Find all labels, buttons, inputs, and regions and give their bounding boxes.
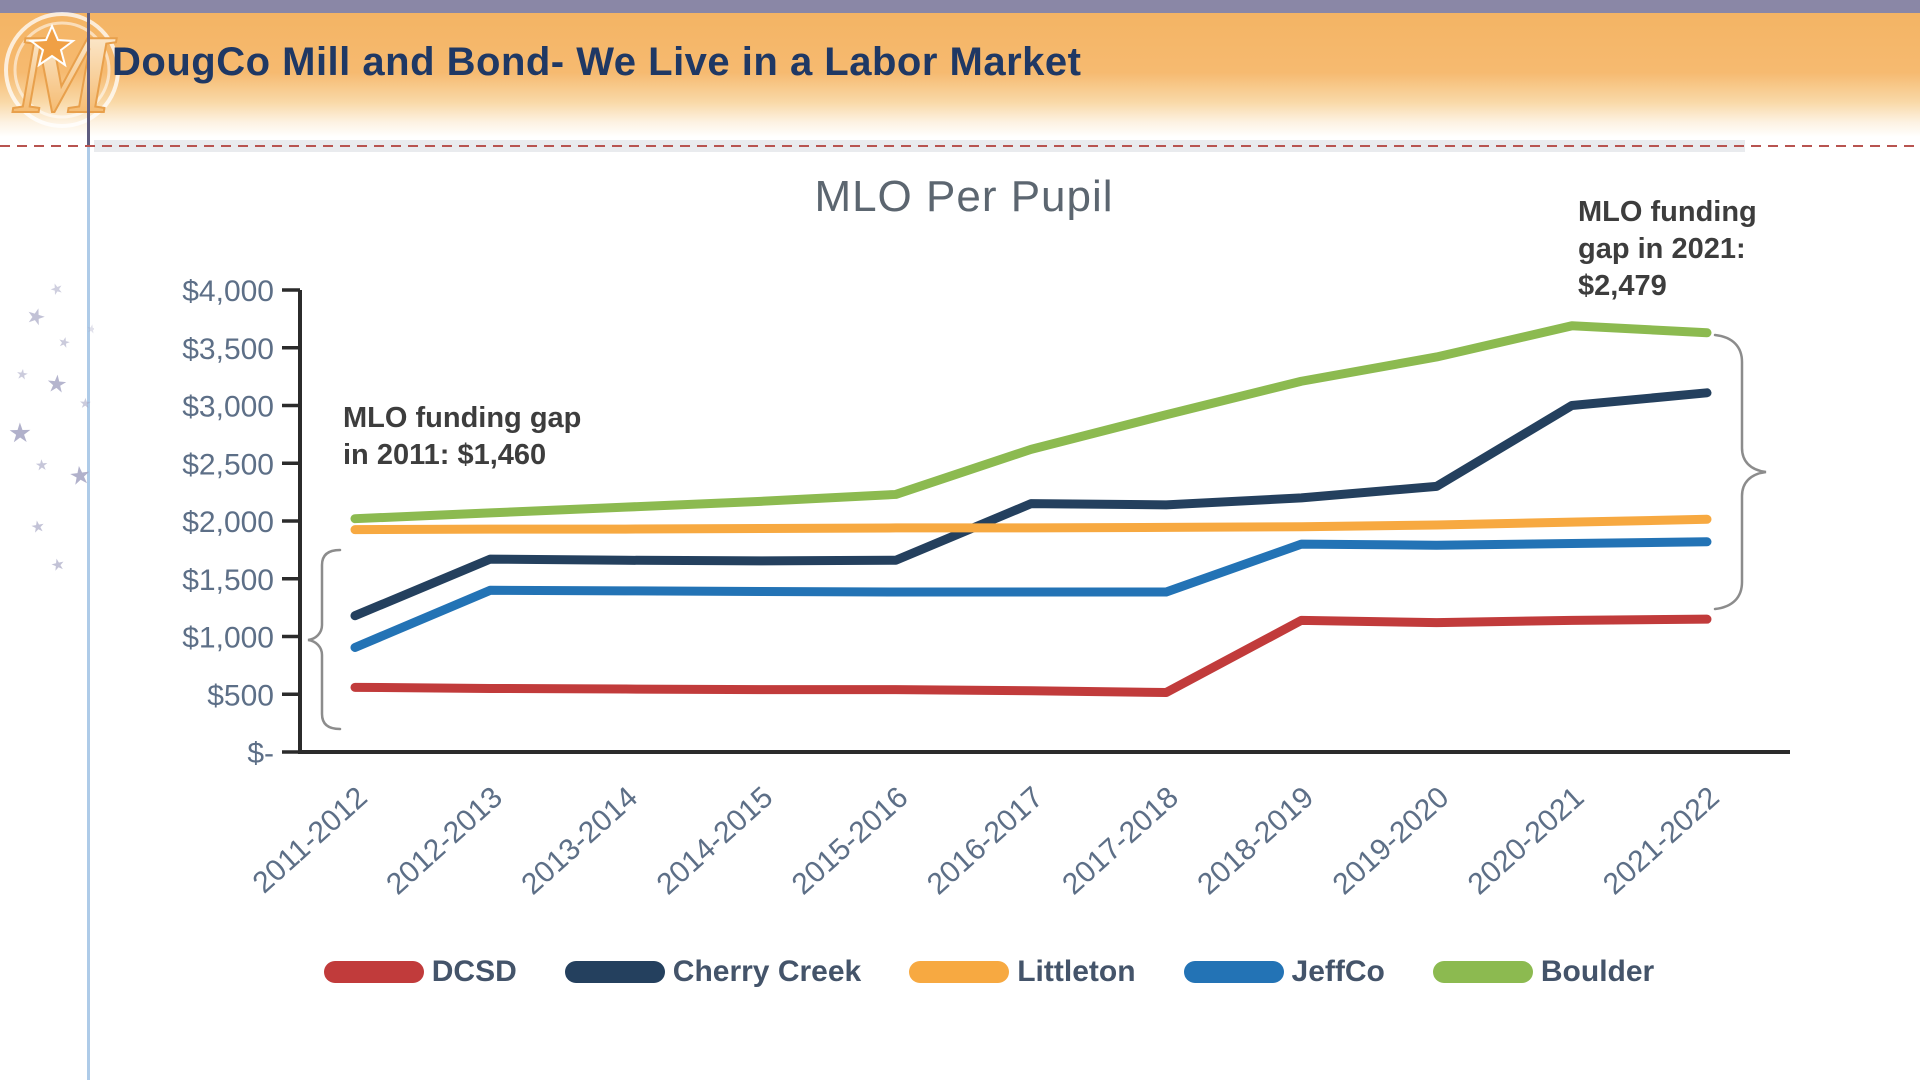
y-tick-label: $- [247, 737, 274, 770]
legend-label: Boulder [1540, 955, 1655, 988]
annotation-line: $2,479 [1578, 270, 1667, 302]
x-tick-label: 2016-2017 [921, 781, 1050, 902]
chart-title: MLO Per Pupil [814, 172, 1114, 221]
x-tick-label: 2020-2021 [1462, 781, 1591, 902]
series-line-dcsd [350, 614, 1712, 698]
x-tick-label: 2018-2019 [1191, 781, 1320, 902]
x-tick-label: 2014-2015 [651, 781, 780, 902]
annotation-line: MLO funding [1578, 196, 1757, 228]
slide-header [0, 13, 1920, 137]
y-tick-label: $1,500 [182, 564, 274, 597]
legend-swatch-icon [1432, 961, 1533, 983]
legend-label: DCSD [431, 955, 517, 988]
logo-star [28, 23, 76, 68]
y-tick-label: $4,000 [182, 275, 274, 308]
y-tick-label: $500 [207, 679, 274, 712]
m-star-logo-icon: M [4, 12, 120, 138]
x-tick-label: 2012-2013 [380, 781, 509, 902]
legend-swatch-icon [909, 961, 1010, 983]
star-icon: ★ [44, 370, 69, 399]
x-tick-label: 2019-2020 [1327, 781, 1456, 902]
star-icon: ★ [29, 517, 47, 538]
right-brace [1713, 333, 1767, 611]
legend-item-cherry-creek: Cherry Creek [564, 955, 862, 989]
series-line-cherry-creek [350, 388, 1712, 621]
annotation-gap-2021: MLO funding gap in 2021: $2,479 [1578, 194, 1757, 305]
legend-label: Littleton [1017, 955, 1136, 988]
y-tick-label: $3,000 [182, 391, 274, 424]
legend-label: JeffCo [1291, 955, 1385, 988]
star-icon: ★ [67, 460, 93, 492]
annotation-line: MLO funding gap [343, 402, 582, 434]
star-icon: ★ [22, 301, 50, 332]
legend-swatch-icon [1183, 961, 1284, 983]
left-brace [307, 548, 342, 731]
top-accent-bar [0, 0, 1920, 13]
x-tick-label: 2021-2022 [1597, 781, 1726, 902]
annotation-line: gap in 2021: [1578, 233, 1746, 265]
x-tick-label: 2011-2012 [247, 781, 374, 900]
star-icon: ★ [56, 332, 73, 352]
annotation-gap-2011: MLO funding gap in 2011: $1,460 [343, 400, 581, 474]
legend-item-littleton: Littleton [909, 955, 1136, 989]
x-tick-label: 2013-2014 [515, 781, 644, 902]
series-line-littleton [350, 514, 1712, 535]
legend-item-dcsd: DCSD [323, 955, 517, 989]
star-icon: ★ [78, 394, 92, 412]
red-dashed-divider [0, 145, 1920, 147]
left-accent-line-top [87, 13, 90, 147]
svg-text:M: M [12, 13, 117, 137]
legend-item-jeffco: JeffCo [1183, 955, 1385, 989]
y-tick-label: $3,500 [182, 333, 274, 366]
series-line-boulder [350, 321, 1712, 524]
star-icon: ★ [34, 456, 50, 475]
chart-svg: $4,000 $3,500 $3,000 $2,500 $2,000 $1,500 $1,0… [182, 275, 1790, 902]
legend-item-boulder: Boulder [1432, 955, 1655, 989]
annotation-line: in 2011: $1,460 [343, 439, 547, 471]
star-icon: ★ [7, 417, 33, 449]
series-line-jeffco [350, 537, 1712, 652]
legend-swatch-icon [323, 961, 424, 983]
chart-canvas: $4,000 $3,500 $3,000 $2,500 $2,000 $1,500 $1,0… [94, 152, 1884, 1023]
legend-label: Cherry Creek [672, 955, 862, 988]
chart-legend: DCSD Cherry Creek Littleton JeffCo Boulder [94, 948, 1884, 996]
page-title: DougCo Mill and Bond- We Live in a Labor… [112, 40, 1082, 84]
left-accent-line-bottom [87, 147, 90, 1080]
y-tick-label: $1,000 [182, 622, 274, 655]
star-icon: ★ [14, 365, 30, 383]
star-icon: ★ [47, 279, 66, 300]
x-tick-label: 2017-2018 [1056, 781, 1185, 902]
star-icon: ★ [49, 555, 67, 576]
x-tick-label: 2015-2016 [786, 781, 915, 902]
y-tick-label: $2,500 [182, 448, 274, 481]
y-tick-label: $2,000 [182, 506, 274, 539]
legend-swatch-icon [564, 961, 665, 983]
